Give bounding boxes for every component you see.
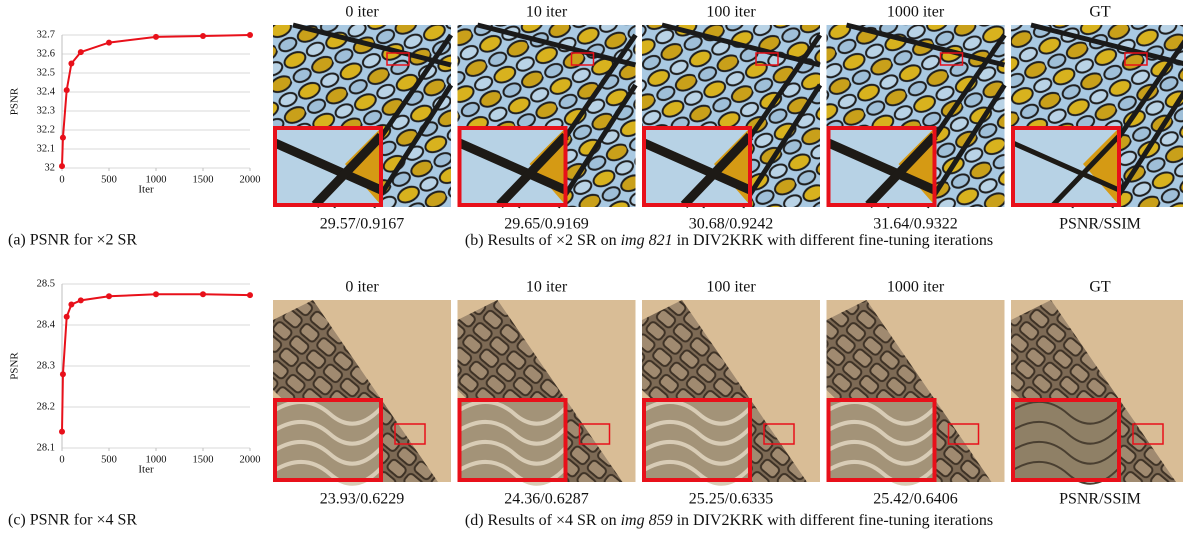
point [59,429,65,435]
metric-label: 24.36/0.6287 [504,491,588,508]
point [68,302,74,308]
column-label: 10 iter [526,279,568,296]
chart-caption: (c) PSNR for ×4 SR [8,512,137,529]
images-caption: (b) Results of ×2 SR on img 821 in DIV2K… [465,232,993,249]
metric-label: 31.64/0.9322 [873,216,957,233]
y-tick-label: 32.1 [37,143,55,154]
image [642,300,820,484]
point [64,87,70,93]
x-tick-label: 500 [101,454,117,465]
x-tick-label: 0 [59,454,64,465]
point [59,163,65,169]
y-tick-label: 28.3 [37,360,55,371]
y-tick-label: 32.6 [37,48,55,59]
point [106,40,112,46]
line [62,35,250,166]
x-tick-label: 1500 [193,454,214,465]
image [458,25,636,207]
caption-part: img 859 [621,512,673,529]
y-axis-label: PSNR [9,352,21,380]
point [64,314,70,320]
image [1011,25,1183,207]
column-label: GT [1089,279,1111,296]
metric-label: PSNR/SSIM [1059,216,1141,233]
point [247,32,253,38]
column-label: 1000 iter [887,279,945,296]
x-tick-label: 0 [59,174,64,185]
point [78,297,84,303]
column-label: 0 iter [345,279,379,296]
metric-label: 30.68/0.9242 [689,216,773,233]
point [60,371,66,377]
point [247,292,253,298]
point [153,34,159,40]
image [827,300,1005,484]
chart-caption: (a) PSNR for ×2 SR [8,232,137,249]
y-tick-label: 28.5 [37,278,55,289]
image [273,25,451,207]
x-tick-label: 500 [101,174,117,185]
line [62,294,250,431]
metric-label: 29.65/0.9169 [504,216,588,233]
x-tick-label: 2000 [240,454,261,465]
y-tick-label: 32.5 [37,67,55,78]
y-tick-label: 28.2 [37,401,55,412]
point [200,33,206,39]
image [458,300,636,484]
y-tick-label: 32.7 [37,29,55,40]
point [200,291,206,297]
caption-part: img 821 [621,232,673,249]
point [78,49,84,55]
column-label: 100 iter [706,279,756,296]
point [60,135,66,141]
y-tick-label: 32.2 [37,124,55,135]
metric-label: 23.93/0.6229 [320,491,404,508]
x-axis-label: Iter [138,184,154,196]
y-tick-label: 32.3 [37,105,55,116]
image [642,25,820,207]
metric-label: 29.57/0.9167 [320,216,404,233]
caption-part: in DIV2KRK with different fine-tuning it… [673,512,994,529]
column-label: 100 iter [706,4,756,21]
point [153,291,159,297]
y-tick-label: 32.4 [37,86,56,97]
column-label: 0 iter [345,4,379,21]
caption-part: (d) Results of ×4 SR on [465,512,621,529]
x-tick-label: 1500 [193,174,214,185]
point [106,293,112,299]
x-axis-label: Iter [138,464,154,476]
x-tick-label: 2000 [240,174,261,185]
figure: 3232.132.232.332.432.532.632.70500100015… [0,0,1183,535]
images-caption: (d) Results of ×4 SR on img 859 in DIV2K… [465,512,993,529]
point [68,61,74,67]
image [827,25,1005,207]
metric-label: 25.42/0.6406 [873,491,957,508]
y-tick-label: 32 [45,162,56,173]
image [1011,300,1183,484]
image [273,300,451,484]
column-label: GT [1089,4,1111,21]
caption-part: (b) Results of ×2 SR on [465,232,621,249]
y-axis-label: PSNR [9,87,21,115]
metric-label: PSNR/SSIM [1059,491,1141,508]
column-label: 10 iter [526,4,568,21]
column-label: 1000 iter [887,4,945,21]
metric-label: 25.25/0.6335 [689,491,773,508]
caption-part: in DIV2KRK with different fine-tuning it… [673,232,994,249]
y-tick-label: 28.1 [37,442,55,453]
y-tick-label: 28.4 [37,319,56,330]
